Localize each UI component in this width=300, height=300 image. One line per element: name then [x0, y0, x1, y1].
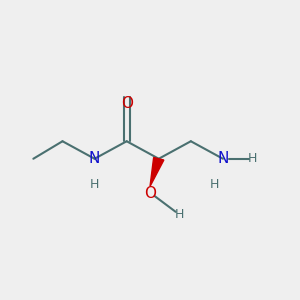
Text: N: N [89, 151, 100, 166]
Text: O: O [121, 96, 133, 111]
Text: N: N [217, 151, 229, 166]
Text: H: H [209, 178, 219, 191]
Polygon shape [150, 158, 164, 187]
Text: H: H [90, 178, 99, 191]
Text: H: H [175, 208, 184, 221]
Text: H: H [248, 152, 257, 165]
Text: O: O [144, 186, 156, 201]
